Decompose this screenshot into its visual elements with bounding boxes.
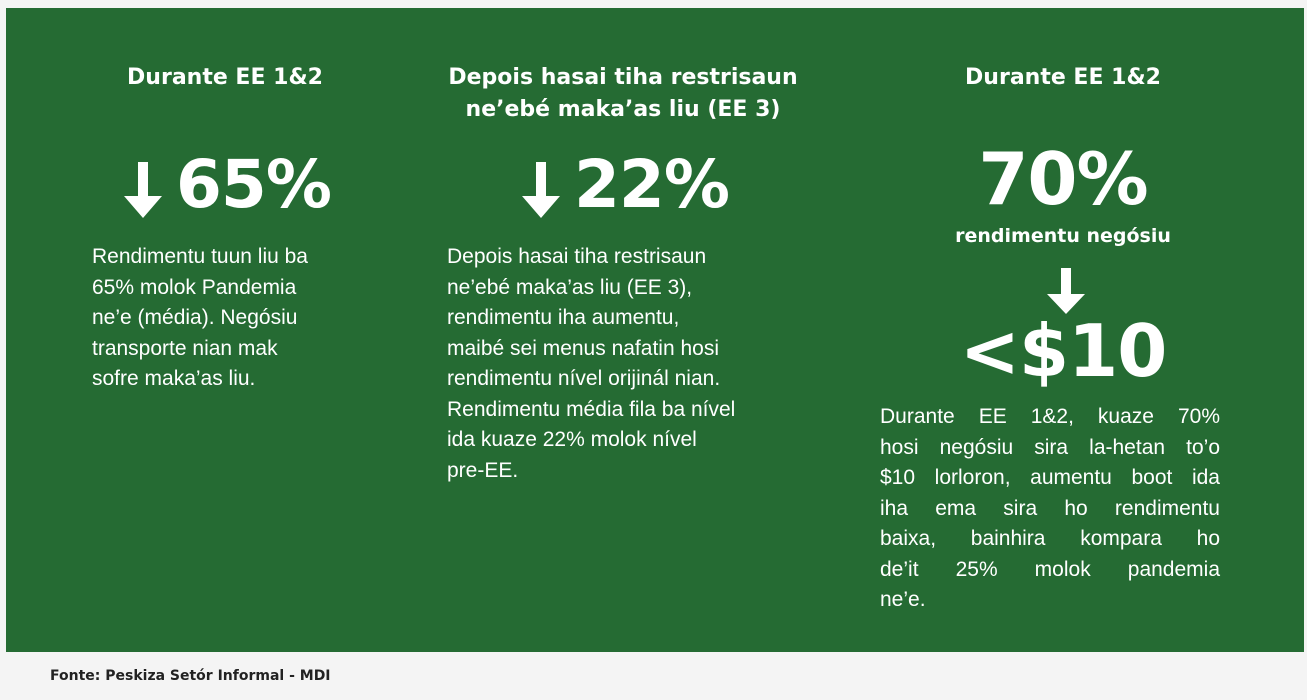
body-line: de’it 25% molok pandemia: [880, 557, 1220, 581]
heading-line: Depois hasai tiha restrisaun: [448, 65, 798, 90]
body-line: $10 lorloron, aumentu boot ida: [880, 466, 1220, 489]
column-heading: Durante EE 1&2: [100, 62, 350, 94]
body-line: maibé sei menus nafatin hosi: [447, 336, 719, 360]
body-line: ne’ebé maka’as liu (EE 3),: [447, 275, 693, 299]
big-stat: 70%: [978, 137, 1148, 221]
body-line: baixa, bainhira kompara ho: [880, 527, 1220, 550]
heading-line: Durante EE 1&2: [965, 65, 1161, 90]
down-arrow-icon: [124, 162, 162, 218]
big-stat: 22%: [574, 146, 730, 223]
column-body: Durante EE 1&2, kuaze 70% hosi negósiu si…: [880, 402, 1220, 616]
big-stat: 65%: [176, 146, 332, 223]
column-heading: Depois hasai tiha restrisaun ne’ebé maka’…: [423, 62, 823, 126]
body-line: rendimentu iha aumentu,: [447, 306, 680, 329]
heading-line: Durante EE 1&2: [127, 65, 323, 90]
body-line: hosi negósiu sira la-hetan to’o: [880, 435, 1220, 459]
body-line: rendimentu nível orijinál nian.: [447, 367, 721, 390]
column-heading: Durante EE 1&2: [938, 62, 1188, 94]
down-arrow-icon: [522, 162, 560, 218]
column-body: Depois hasai tiha restrisaun ne’ebé maka’…: [447, 242, 735, 486]
body-line: sofre maka’as liu.: [92, 367, 256, 390]
stat-caption: rendimentu negósiu: [955, 225, 1171, 247]
big-stat: <$10: [959, 309, 1168, 393]
column-body: Rendimentu tuun liu ba 65% molok Pandemia…: [92, 242, 308, 395]
body-line: ne’e.: [880, 588, 926, 611]
body-line: pre-EE.: [447, 458, 519, 482]
body-line: 65% molok Pandemia: [92, 275, 297, 299]
body-line: Depois hasai tiha restrisaun: [447, 245, 707, 268]
body-line: transporte nian mak: [92, 336, 278, 360]
heading-line: ne’ebé maka’as liu (EE 3): [465, 97, 781, 122]
down-arrow-icon: [1047, 268, 1085, 314]
body-line: ne’e (média). Negósiu: [92, 306, 298, 329]
infographic-panel: Durante EE 1&2 65% Rendimentu tuun liu b…: [6, 8, 1304, 652]
body-line: iha ema sira ho rendimentu: [880, 496, 1220, 520]
source-note: Fonte: Peskiza Setór Informal - MDI: [50, 668, 331, 684]
body-line: Rendimentu tuun liu ba: [92, 245, 308, 268]
body-line: ida kuaze 22% molok nível: [447, 428, 697, 451]
body-line: Rendimentu média fila ba nível: [447, 397, 736, 421]
body-line: Durante EE 1&2, kuaze 70%: [880, 405, 1220, 428]
